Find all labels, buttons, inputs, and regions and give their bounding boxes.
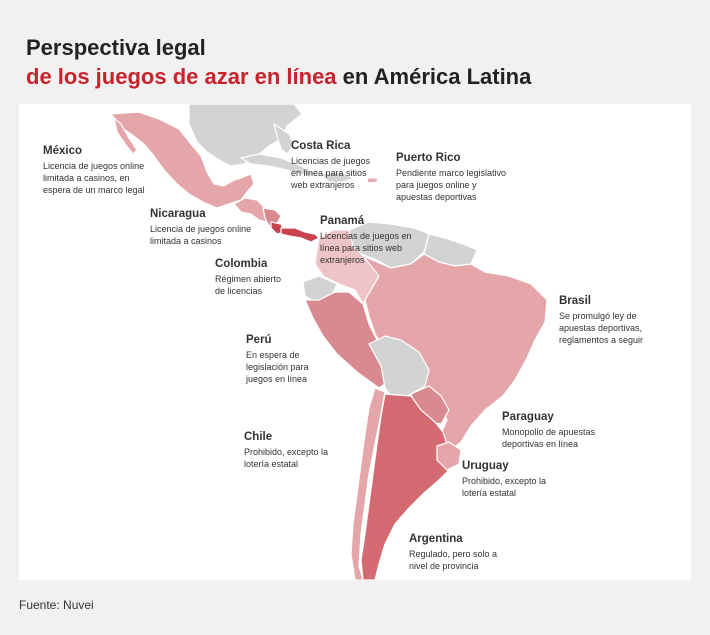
title-rest: en América Latina	[336, 64, 532, 89]
country-desc: Regulado, pero solo a nivel de provincia	[409, 549, 498, 571]
country-name: Panamá	[320, 215, 365, 227]
country-name: Uruguay	[462, 460, 509, 472]
map-cuba	[239, 153, 317, 177]
title-line-1: Perspectiva legal	[26, 35, 206, 60]
country-name: Perú	[246, 334, 272, 346]
country-desc: Se promulgó ley de apuestas deportivas, …	[559, 311, 644, 345]
country-name: Brasil	[559, 295, 591, 307]
callout-costa-rica: Costa Rica Licencias de juegos en línea …	[291, 139, 370, 191]
callout-brasil: Brasil Se promulgó ley de apuestas depor…	[559, 294, 643, 346]
callout-nicaragua: Nicaragua Licencia de juegos online limi…	[150, 207, 251, 247]
country-desc: Licencias de juegos en línea para sitios…	[291, 156, 371, 190]
map-hispaniola	[319, 171, 355, 183]
map-florida	[273, 122, 295, 155]
callout-mexico: México Licencia de juegos online limitad…	[43, 144, 145, 196]
latin-america-map	[109, 104, 548, 580]
country-name: Paraguay	[502, 411, 554, 423]
map-uruguay	[436, 441, 462, 471]
map-bolivia	[368, 335, 430, 401]
map-puerto-rico	[366, 177, 379, 184]
country-name: Nicaragua	[150, 208, 206, 220]
country-desc: Licencia de juegos online limitada a cas…	[150, 224, 252, 246]
country-desc: Régimen abierto de licencias	[215, 274, 282, 296]
map-panama	[280, 227, 321, 243]
callout-panama: Panamá Licencias de juegos en línea para…	[320, 214, 412, 266]
country-desc: Pendiente marco legislativo para juegos …	[396, 168, 507, 202]
country-desc: Prohibido, excepto la lotería estatal	[462, 476, 547, 498]
map-argentina	[360, 393, 452, 580]
country-name: Puerto Rico	[396, 152, 461, 164]
country-desc: En espera de legislación para juegos en …	[246, 350, 309, 384]
country-name: Colombia	[215, 258, 268, 270]
country-name: Chile	[244, 431, 273, 443]
callout-colombia: Colombia Régimen abierto de licencias	[215, 257, 281, 297]
map-panel: México Licencia de juegos online limitad…	[19, 104, 691, 580]
callout-peru: Perú En espera de legislación para juego…	[246, 333, 309, 385]
callout-argentina: Argentina Regulado, pero solo a nivel de…	[409, 532, 497, 572]
callout-paraguay: Paraguay Monopolio de apuestas deportiva…	[502, 410, 595, 450]
title-highlight: de los juegos de azar en línea	[26, 64, 337, 89]
source-note: Fuente: Nuvei	[19, 598, 94, 612]
country-name: Argentina	[409, 533, 463, 545]
page-title: Perspectiva legal de los juegos de azar …	[26, 33, 531, 91]
map-mexico	[109, 111, 255, 209]
country-desc: Licencia de juegos online limitada a cas…	[43, 161, 145, 195]
country-name: Costa Rica	[291, 140, 351, 152]
callout-puerto-rico: Puerto Rico Pendiente marco legislativo …	[396, 151, 506, 203]
map-chile	[350, 387, 386, 580]
country-desc: Licencias de juegos en línea para sitios…	[320, 231, 412, 265]
callout-chile: Chile Prohibido, excepto la lotería esta…	[244, 430, 328, 470]
country-desc: Prohibido, excepto la lotería estatal	[244, 447, 329, 469]
callout-uruguay: Uruguay Prohibido, excepto la lotería es…	[462, 459, 546, 499]
map-baja	[113, 116, 138, 155]
country-desc: Monopolio de apuestas deportivas en líne…	[502, 427, 596, 449]
country-name: México	[43, 145, 82, 157]
